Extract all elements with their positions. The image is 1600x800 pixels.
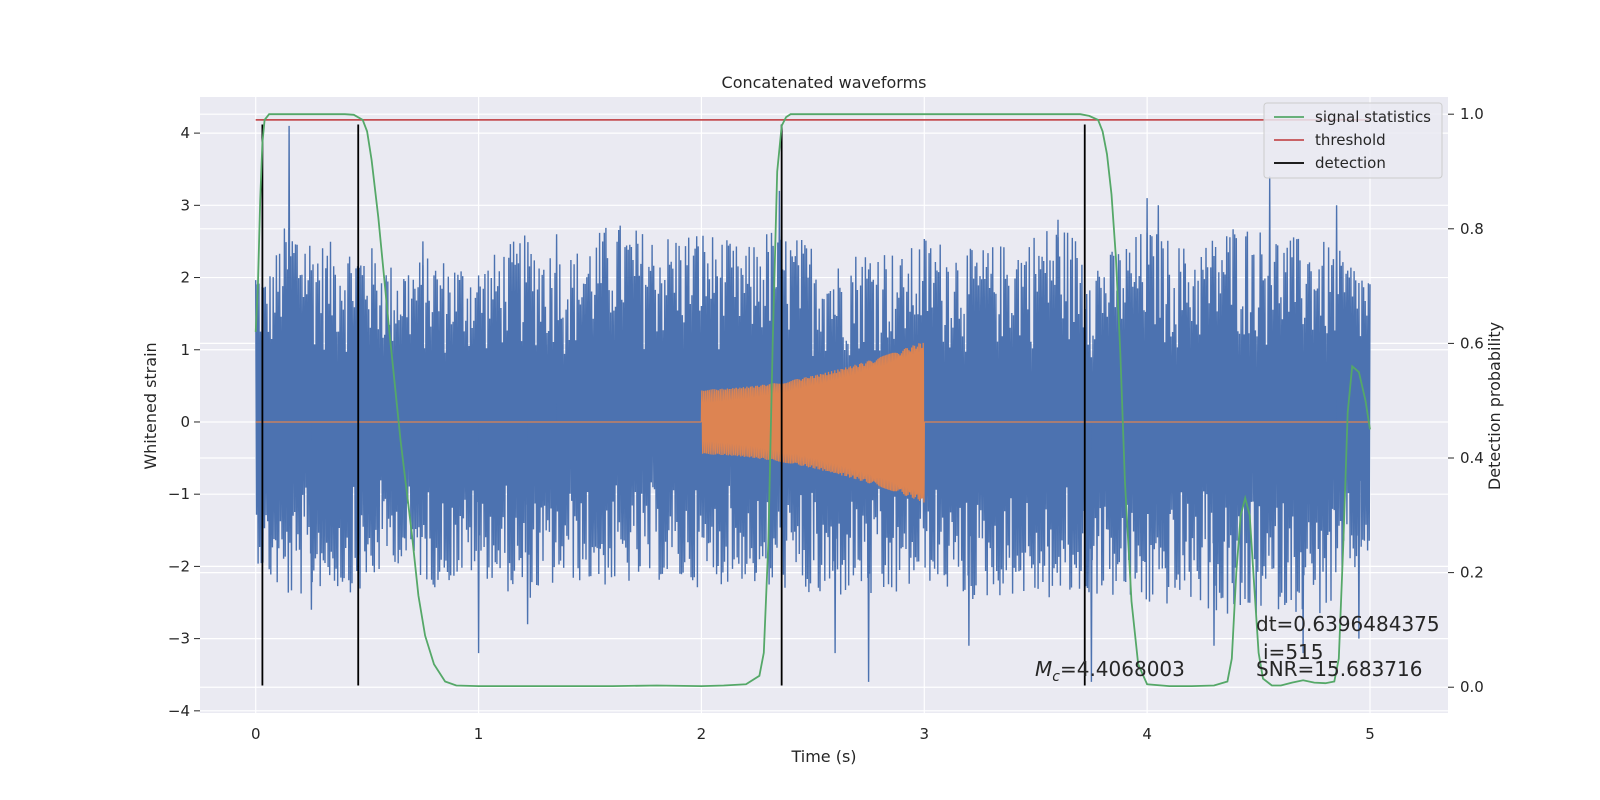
y-tick-label: −4 (168, 702, 190, 720)
x-tick-label: 3 (920, 725, 930, 743)
chirp-mass-annotation: Mc=4.4068003 (1035, 657, 1185, 685)
x-axis-ticks: 0 1 2 3 4 5 (251, 725, 1375, 743)
y-axis-label: Whitened strain (141, 342, 160, 469)
plot-content (254, 113, 1371, 688)
x-tick-label: 2 (697, 725, 707, 743)
y2-tick-label: 0.4 (1460, 449, 1484, 467)
chart-title: Concatenated waveforms (722, 73, 927, 92)
annotations: Mc=4.4068003 dt=0.6396484375 i=515 SNR=1… (1035, 612, 1440, 685)
x-tick-label: 5 (1365, 725, 1375, 743)
noise-series (255, 225, 1371, 614)
chirp-mass-symbol: M (1035, 657, 1052, 681)
y-tick-label: 1 (180, 341, 190, 359)
legend-label-detection: detection (1315, 154, 1386, 172)
y-tick-label: 2 (180, 269, 190, 287)
index-annotation: i=515 (1263, 640, 1324, 664)
legend-label-threshold: threshold (1315, 131, 1386, 149)
signal-statistics-line (254, 113, 1371, 688)
legend-label-signal: signal statistics (1315, 108, 1431, 126)
template-series (255, 342, 1370, 503)
detection-lines (261, 124, 1086, 686)
x-tick-label: 0 (251, 725, 261, 743)
y2-axis-label: Detection probability (1485, 322, 1504, 490)
y2-tick-label: 1.0 (1460, 105, 1484, 123)
y-tick-label: 0 (180, 413, 190, 431)
y2-tick-label: 0.0 (1460, 678, 1484, 696)
x-axis-label: Time (s) (790, 747, 856, 766)
y-tick-label: −2 (168, 557, 190, 575)
x-tick-label: 1 (474, 725, 484, 743)
chirp-mass-subscript: c (1052, 669, 1060, 685)
legend-box (1263, 102, 1443, 179)
snr-annotation: SNR=15.683716 (1256, 657, 1422, 681)
y-axis-ticks: −4 −3 −2 −1 0 1 2 3 4 (168, 124, 200, 720)
legend: signal statistics threshold detection (1263, 102, 1443, 179)
y-tick-label: −3 (168, 630, 190, 648)
y2-tick-label: 0.8 (1460, 220, 1484, 238)
y-tick-label: −1 (168, 485, 190, 503)
x-tick-label: 4 (1142, 725, 1152, 743)
y2-tick-label: 0.6 (1460, 334, 1484, 352)
chirp-mass-value: =4.4068003 (1060, 657, 1185, 681)
y2-axis-ticks: 0.0 0.2 0.4 0.6 0.8 1.0 (1448, 105, 1484, 696)
y2-tick-label: 0.2 (1460, 564, 1484, 582)
dt-annotation: dt=0.6396484375 (1256, 612, 1440, 636)
y-tick-label: 4 (180, 124, 190, 142)
y-tick-label: 3 (180, 196, 190, 214)
